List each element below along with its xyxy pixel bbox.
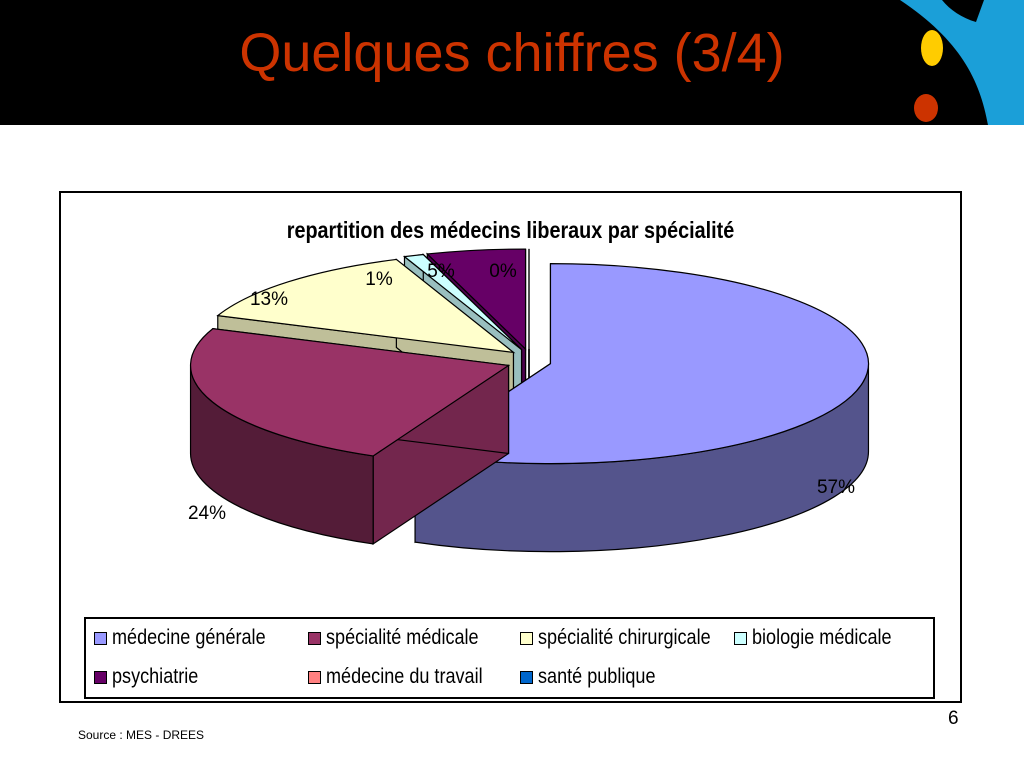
legend-swatch (94, 631, 107, 645)
legend-swatch (734, 631, 747, 645)
legend-item-sante-publique: santé publique (520, 665, 675, 689)
chart-legend: médecine générale spécialité médicale spéc… (84, 617, 935, 699)
pie-slice-specialite-medicale (189, 327, 511, 546)
legend-swatch (308, 670, 321, 684)
source-note: Source : MES - DREES (78, 728, 205, 742)
legend-swatch (308, 631, 321, 645)
legend-label: psychiatrie (112, 665, 199, 688)
legend-swatch (520, 670, 533, 684)
page-number: 6 (948, 708, 959, 729)
legend-label: spécialité chirurgicale (538, 626, 711, 649)
chart-frame: repartition des médecins liberaux par sp… (59, 191, 962, 703)
pie-top-biologie-medicale (402, 253, 522, 351)
data-label-medecine-generale: 57% (817, 477, 855, 498)
data-label-specialite-medicale: 24% (188, 503, 226, 524)
legend-label: santé publique (538, 665, 656, 688)
legend-label: médecine générale (112, 626, 266, 649)
legend-swatch (520, 631, 533, 645)
legend-label: médecine du travail (326, 665, 483, 688)
pie-top-specialite-medicale (189, 328, 511, 457)
pie-top-psychiatrie (425, 248, 527, 351)
legend-item-medecine-du-travail: médecine du travail (308, 665, 508, 689)
header-bar (0, 0, 1024, 125)
data-label-specialite-chirurgicale: 13% (250, 289, 288, 310)
pie-top-specialite-chirurgicale (216, 258, 516, 354)
legend-label: spécialité médicale (326, 626, 479, 649)
logo-graphic (900, 0, 1024, 125)
chart-title: repartition des médecins liberaux par sp… (286, 217, 735, 243)
legend-item-psychiatrie: psychiatrie (94, 665, 212, 689)
pie-top-medecine-generale (413, 263, 870, 465)
legend-item-specialite-chirurgicale: spécialité chirurgicale (520, 626, 739, 650)
data-label-medecine-du-travail: 0% (489, 261, 517, 282)
pie-chart: 57% 24% 13% 1% 5% 0% (188, 248, 870, 553)
legend-item-specialite-medicale: spécialité médicale (308, 626, 503, 650)
data-label-biologie-medicale: 1% (365, 269, 393, 290)
legend-item-medecine-generale: médecine générale (94, 626, 291, 650)
legend-item-biologie-medicale: biologie médicale (734, 626, 914, 650)
slide-title: Quelques chiffres (3/4) (239, 23, 785, 83)
data-label-psychiatrie: 5% (427, 261, 455, 282)
legend-label: biologie médicale (752, 626, 892, 649)
legend-swatch (94, 670, 107, 684)
